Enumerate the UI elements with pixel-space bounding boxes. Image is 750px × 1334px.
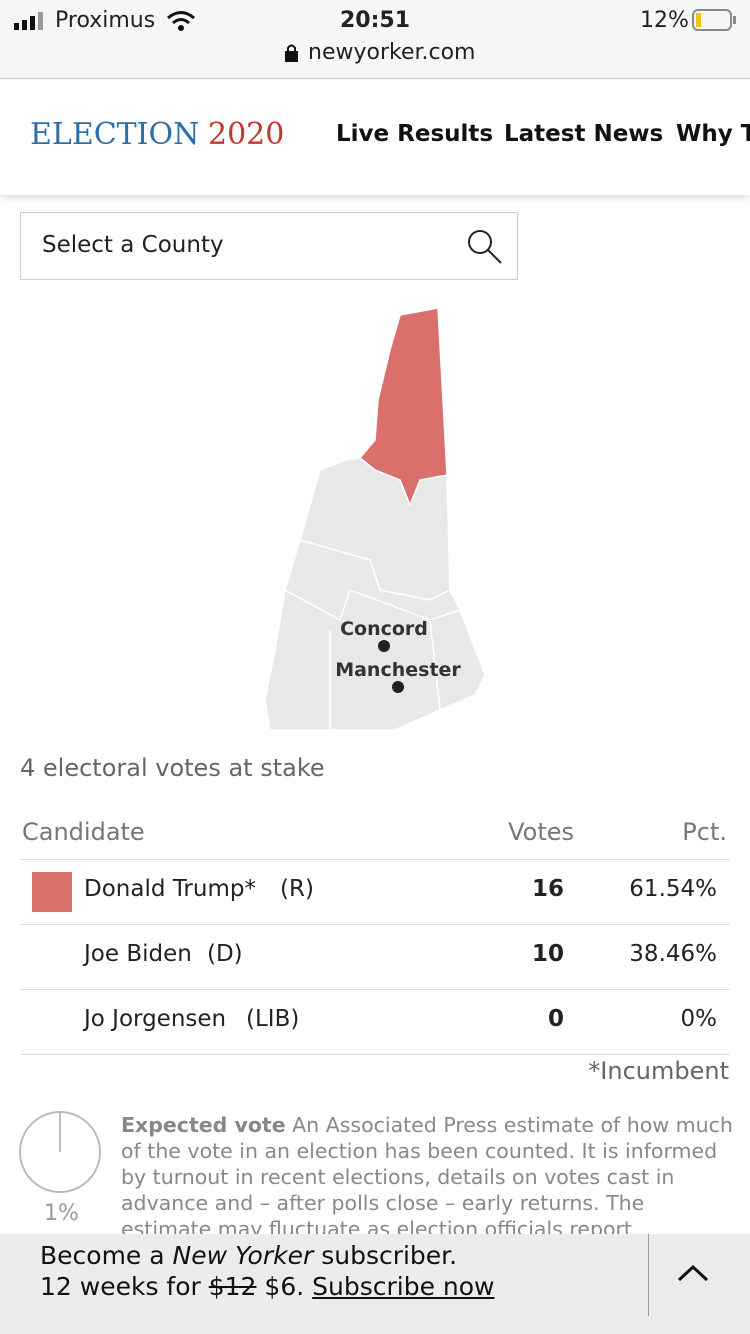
votes: 16 bbox=[531, 876, 564, 902]
column-header: Votes bbox=[508, 818, 574, 846]
banner-text: Become a bbox=[40, 1241, 165, 1270]
banner-divider bbox=[648, 1234, 649, 1316]
county-borders bbox=[284, 539, 461, 730]
county-select[interactable]: Select a County bbox=[20, 212, 518, 280]
pct: 61.54% bbox=[629, 876, 717, 902]
footnote: *Incumbent bbox=[588, 1057, 729, 1085]
state-map: Concord Manchester bbox=[264, 307, 486, 731]
url[interactable]: newyorker.com bbox=[308, 40, 476, 65]
row-divider bbox=[20, 1054, 730, 1055]
banner-text: 12 weeks for bbox=[40, 1272, 201, 1301]
banner-text: subscriber. bbox=[321, 1241, 458, 1270]
logo-year[interactable]: 2020 bbox=[208, 117, 285, 152]
candidate-party: (LIB) bbox=[246, 1006, 300, 1032]
old-price: $12 bbox=[208, 1272, 257, 1301]
county-won[interactable] bbox=[358, 307, 448, 508]
column-header: Pct. bbox=[682, 818, 727, 846]
expand-button[interactable] bbox=[676, 1262, 710, 1284]
subscribe-banner: Become a New Yorker subscriber. 12 weeks… bbox=[0, 1234, 750, 1334]
clock: 20:51 bbox=[340, 8, 411, 33]
votes: 10 bbox=[531, 941, 564, 967]
battery-icon bbox=[692, 9, 736, 31]
candidate-name: Donald Trump* bbox=[84, 876, 256, 902]
nav-link[interactable]: Latest News bbox=[504, 121, 664, 147]
pct: 38.46% bbox=[629, 941, 717, 967]
winner-swatch bbox=[32, 872, 72, 912]
new-price: $6. bbox=[264, 1272, 305, 1301]
candidate-party: (R) bbox=[280, 876, 314, 902]
expected-vote-pie bbox=[19, 1111, 101, 1193]
wifi-icon bbox=[167, 11, 195, 31]
nav-link[interactable]: Why Tr bbox=[676, 121, 750, 147]
battery-level: 12% bbox=[640, 8, 689, 33]
expected-vote-note: Expected vote An Associated Press estima… bbox=[121, 1112, 736, 1234]
expected-vote-pct: 1% bbox=[44, 1201, 79, 1226]
select-placeholder: Select a County bbox=[42, 232, 224, 258]
row-divider bbox=[20, 924, 730, 925]
note-text: An Associated Press estimate of how much… bbox=[121, 1113, 733, 1234]
nav-link[interactable]: Live Results bbox=[336, 121, 494, 147]
row-divider bbox=[20, 859, 730, 860]
results-table: Candidate Votes Pct. Donald Trump* (R) 1… bbox=[20, 818, 730, 1085]
nav-bar: ELECTION 2020 Live Results Latest News W… bbox=[0, 79, 750, 195]
candidate-name: Joe Biden bbox=[84, 941, 192, 967]
city-dot bbox=[392, 681, 404, 693]
logo-word[interactable]: ELECTION bbox=[30, 117, 200, 152]
city-dot bbox=[378, 640, 390, 652]
candidate-party: (D) bbox=[207, 941, 243, 967]
note-title: Expected vote bbox=[121, 1113, 286, 1137]
column-header: Candidate bbox=[22, 818, 145, 846]
stake-text: 4 electoral votes at stake bbox=[20, 754, 325, 782]
status-bar: Proximus 20:51 12% newyorker.com bbox=[0, 0, 750, 79]
banner-brand: New Yorker bbox=[172, 1241, 314, 1270]
pct: 0% bbox=[680, 1006, 718, 1032]
signal-icon bbox=[14, 12, 43, 30]
city-label: Concord bbox=[340, 618, 428, 640]
city-label: Manchester bbox=[335, 659, 461, 681]
search-icon bbox=[468, 230, 502, 264]
row-divider bbox=[20, 989, 730, 990]
carrier: Proximus bbox=[55, 8, 156, 33]
lock-icon bbox=[285, 44, 298, 62]
votes: 0 bbox=[547, 1006, 564, 1032]
subscribe-link[interactable]: Subscribe now bbox=[312, 1272, 495, 1301]
candidate-name: Jo Jorgensen bbox=[84, 1006, 227, 1032]
